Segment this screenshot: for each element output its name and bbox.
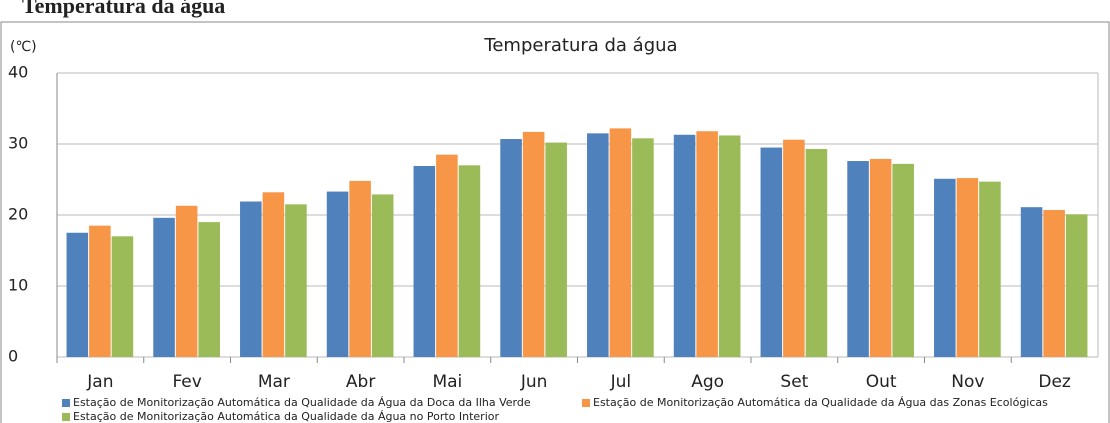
legend-label: Estação de Monitorização Automática da Q… (73, 396, 531, 409)
y-tick-label: 10 (8, 276, 28, 295)
bar (240, 201, 262, 357)
bar (609, 128, 632, 357)
bar (111, 236, 134, 357)
bar (89, 225, 111, 357)
bar (805, 148, 828, 357)
bar (847, 161, 869, 357)
x-tick-label: Jun (520, 372, 548, 392)
x-tick-label: Out (866, 372, 897, 392)
x-tick-label: Fev (172, 372, 201, 392)
bar (869, 158, 892, 357)
y-tick-label: 20 (8, 205, 28, 224)
bar (783, 139, 805, 357)
bar (696, 131, 718, 357)
x-tick-label: Dez (1038, 372, 1071, 392)
bar (522, 131, 545, 357)
bar (760, 147, 783, 357)
y-axis-label: (℃) (10, 39, 37, 55)
bar (458, 165, 481, 357)
x-tick-label: Set (780, 372, 808, 392)
bar (673, 134, 696, 357)
y-tick-label: 40 (8, 63, 28, 82)
bar (436, 154, 458, 357)
y-tick-label: 30 (8, 134, 28, 153)
bar (956, 178, 979, 357)
bar (632, 138, 654, 357)
y-tick-label: 0 (8, 347, 18, 366)
legend-swatch (582, 399, 590, 407)
bar (175, 205, 198, 357)
bar (1065, 214, 1088, 357)
bar (718, 135, 741, 357)
bar (198, 222, 220, 357)
x-tick-label: Nov (951, 372, 984, 392)
chart-title: Temperatura da água (483, 35, 677, 56)
bar (66, 232, 89, 357)
bar (934, 178, 956, 357)
bar (500, 139, 522, 357)
bar (979, 181, 1001, 357)
bar (262, 192, 285, 357)
legend-swatch (62, 413, 70, 421)
bar (1020, 207, 1043, 357)
bar (326, 191, 349, 357)
x-tick-label: Jan (86, 372, 113, 392)
bar (545, 142, 567, 357)
legend-swatch (62, 399, 70, 407)
x-tick-label: Abr (346, 372, 375, 392)
bar (285, 204, 307, 357)
page-title: Temperatura da água (22, 0, 225, 18)
legend-label: Estação de Monitorização Automática da Q… (73, 410, 499, 423)
x-tick-label: Ago (691, 372, 724, 392)
x-tick-label: Mai (432, 372, 462, 392)
bar (1043, 210, 1065, 357)
bar (371, 194, 394, 357)
x-tick-label: Jul (610, 372, 632, 392)
legend-label: Estação de Monitorização Automática da Q… (593, 396, 1048, 409)
bar (587, 133, 609, 357)
bar (349, 180, 371, 357)
bar (153, 217, 175, 357)
x-tick-label: Mar (258, 372, 290, 392)
bar (413, 166, 436, 357)
bar (892, 163, 914, 357)
